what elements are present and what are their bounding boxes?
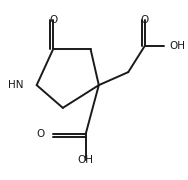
Text: OH: OH	[78, 155, 94, 165]
Text: O: O	[140, 15, 149, 25]
Text: HN: HN	[8, 80, 24, 90]
Text: O: O	[37, 129, 45, 139]
Text: O: O	[49, 15, 57, 25]
Text: OH: OH	[169, 41, 185, 51]
